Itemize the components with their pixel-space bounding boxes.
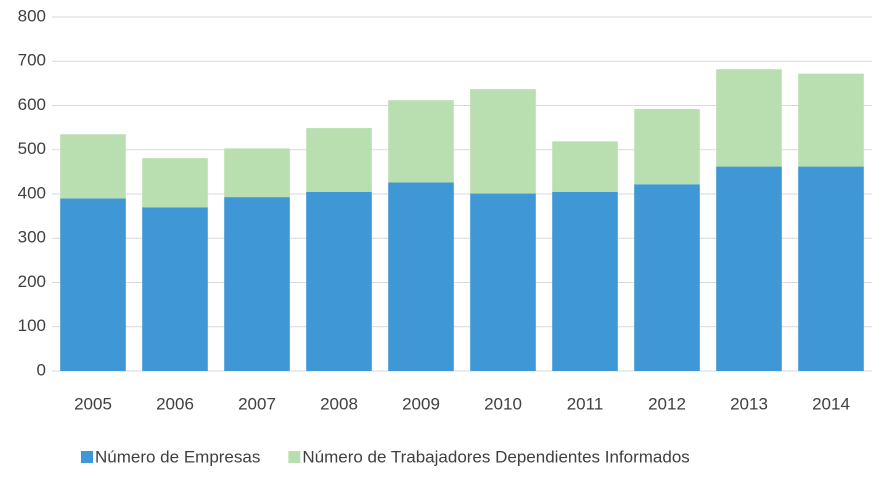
bar-segment (716, 69, 782, 167)
bar-segment (634, 109, 700, 185)
bar-segment (798, 73, 864, 167)
y-tick-label: 0 (37, 360, 46, 379)
bar-segment (224, 148, 290, 198)
bar-segment (60, 134, 126, 199)
y-tick-label: 600 (18, 95, 46, 114)
x-tick-label: 2007 (238, 394, 276, 413)
x-tick-label: 2012 (648, 394, 686, 413)
bar-segment (798, 166, 864, 371)
bar-segment (716, 166, 782, 371)
bar-segment (142, 158, 208, 208)
bar-segment (470, 193, 536, 371)
bar-segment (470, 89, 536, 194)
y-tick-label: 400 (18, 183, 46, 202)
bar-segment (306, 128, 372, 192)
x-tick-label: 2011 (567, 394, 604, 413)
x-tick-label: 2005 (74, 394, 112, 413)
x-tick-label: 2006 (156, 394, 194, 413)
bar-segment (552, 141, 618, 192)
legend-label: Número de Empresas (95, 447, 260, 466)
x-tick-label: 2009 (402, 394, 440, 413)
y-tick-label: 500 (18, 139, 46, 158)
bar-segment (634, 184, 700, 371)
x-tick-label: 2008 (320, 394, 358, 413)
y-tick-label: 100 (18, 316, 46, 335)
bar-segment (60, 198, 126, 371)
y-tick-label: 200 (18, 272, 46, 291)
x-tick-label: 2014 (812, 394, 850, 413)
bar-segment (388, 100, 454, 183)
x-tick-label: 2013 (730, 394, 768, 413)
bar-segment (224, 197, 290, 371)
bar-segment (552, 191, 618, 371)
x-tick-label: 2010 (484, 394, 522, 413)
bar-segment (306, 191, 372, 371)
y-tick-label: 800 (18, 6, 46, 25)
y-tick-label: 300 (18, 228, 46, 247)
legend-swatch (288, 451, 301, 463)
legend-swatch (81, 451, 93, 463)
y-tick-label: 700 (18, 51, 46, 70)
bar-segment (142, 207, 208, 371)
legend-label: Número de Trabajadores Dependientes Info… (302, 447, 689, 466)
bar-segment (388, 182, 454, 371)
